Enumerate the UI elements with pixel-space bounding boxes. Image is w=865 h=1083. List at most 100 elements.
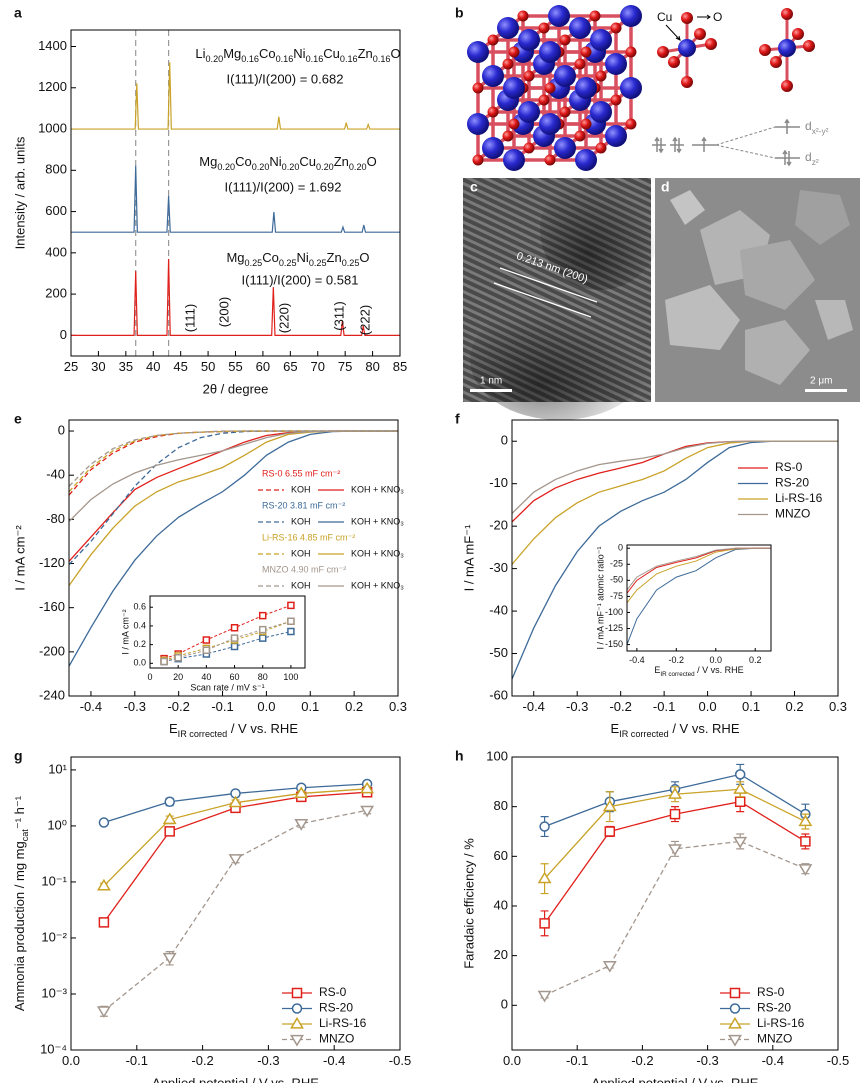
y-tick-label: 1000 xyxy=(38,120,67,135)
oxygen-atom xyxy=(487,34,499,46)
y-tick-label: -125 xyxy=(605,623,623,633)
cation-atom xyxy=(575,149,597,171)
data-point xyxy=(202,636,211,644)
y-axis-label: I / mA mF⁻¹ atomic ratio⁻¹ xyxy=(595,546,605,649)
formula-part: 0.25 xyxy=(309,258,327,268)
formula-part: Cu xyxy=(323,46,340,61)
x-tick-label: 85 xyxy=(393,359,407,374)
formula: Mg0.25Co0.25Ni0.25Zn0.25O xyxy=(226,250,369,268)
data-point xyxy=(294,786,309,799)
orbital-label-part: z² xyxy=(812,157,819,167)
legend-marker xyxy=(291,987,303,999)
oxygen-atom xyxy=(538,22,550,34)
cation-atom xyxy=(590,101,612,123)
y-axis-label: I / mA cm⁻² xyxy=(120,609,130,654)
oxygen-atom xyxy=(781,8,793,20)
plot-area xyxy=(71,30,400,356)
panel-label: f xyxy=(455,411,460,427)
y-tick-label: 100 xyxy=(486,748,508,763)
x-axis-label-part: / V vs. RHE xyxy=(227,721,298,736)
y-tick-label: -40 xyxy=(46,467,65,482)
data-point xyxy=(360,781,375,794)
series-layer xyxy=(512,440,838,680)
x-tick-label: 0.0 xyxy=(257,699,275,714)
cation-atom xyxy=(554,137,576,159)
legend-label: KOH + KNO₃ xyxy=(351,580,404,590)
x-axis-label: Scan rate / mV s⁻¹ xyxy=(190,682,264,692)
formula-part: 0.16 xyxy=(241,54,259,64)
orbital-label: dx²-y² xyxy=(805,119,829,136)
cation-atom xyxy=(518,101,540,123)
plot-area xyxy=(150,596,305,668)
legend-label: RS-20 xyxy=(775,476,809,490)
x-tick-label: 80 xyxy=(365,359,379,374)
data-line xyxy=(512,440,838,514)
atom-label: Cu xyxy=(657,10,672,24)
oxygen-atom xyxy=(580,118,592,130)
x-axis-label: EIR corrected / V vs. RHE xyxy=(611,721,740,739)
legend-label: KOH xyxy=(291,548,311,558)
data-point xyxy=(162,952,177,965)
formula-part: Mg xyxy=(226,250,244,265)
cation-atom xyxy=(620,5,642,27)
x-tick-label: -0.1 xyxy=(211,699,233,714)
octahedron xyxy=(657,12,717,88)
data-point xyxy=(287,601,295,610)
formula-part: O xyxy=(359,250,369,265)
y-tick-label: -150 xyxy=(605,639,623,649)
plot-area xyxy=(627,545,771,651)
x-axis-label-part: IR corrected xyxy=(660,671,695,678)
x-tick-label: 60 xyxy=(256,359,270,374)
chart: 0.0 -0.1 -0.2 -0.3 -0.4 -0.5 10⁻⁴ 10⁻³ 10⁻² 10⁻¹ 1… xyxy=(12,756,411,1083)
plot-frame xyxy=(68,419,399,697)
peak-label: (222) xyxy=(357,305,372,335)
crystal-lattice xyxy=(467,5,642,171)
oxygen-atom xyxy=(559,34,571,46)
oxygen-atom xyxy=(770,56,782,68)
oxygen-atom xyxy=(523,70,535,82)
oxygen-atom xyxy=(502,58,514,70)
oxygen-atom xyxy=(544,82,556,94)
data-point xyxy=(734,796,746,807)
data-point xyxy=(733,836,748,849)
formula-part: 0.20 xyxy=(217,162,235,172)
x-tick-label: -0.4 xyxy=(323,1053,345,1068)
x-tick-label: 0.1 xyxy=(742,699,760,714)
data-point xyxy=(96,1006,111,1018)
panel-label: g xyxy=(14,748,23,764)
oxygen-atom xyxy=(610,94,622,106)
x-tick-label: 75 xyxy=(338,359,352,374)
data-line xyxy=(71,62,400,130)
y-tick-label: 10⁻⁴ xyxy=(40,1041,67,1056)
cation-atom xyxy=(497,17,519,39)
formula-part: Li xyxy=(195,46,205,61)
y-tick-label: 400 xyxy=(45,244,67,259)
cation-atom xyxy=(569,17,591,39)
formula-part: 0.16 xyxy=(306,54,324,64)
x-tick-label: 0.3 xyxy=(389,699,407,714)
y-tick-label: 20 xyxy=(494,947,508,962)
chart: 25 30 35 40 45 50 55 60 65 70 75 80 85 0 200 400 600 800 1… xyxy=(12,29,407,396)
cation-atom xyxy=(678,39,696,57)
x-tick-label: 0.0 xyxy=(710,655,723,665)
y-tick-label: 80 xyxy=(494,798,508,813)
x-tick-label: -0.3 xyxy=(124,699,146,714)
formula-part: Co xyxy=(235,154,252,169)
y-axis-label: I / mA mF⁻¹ xyxy=(461,524,476,591)
y-tick-label: -60 xyxy=(489,687,508,702)
panel-label: d xyxy=(661,179,670,195)
cation-atom xyxy=(467,41,489,63)
x-tick-label: 60 xyxy=(230,672,240,682)
formula-part: Cu xyxy=(299,154,316,169)
legend-title: RS-0 6.55 mF cm⁻² xyxy=(262,468,340,478)
formula-part: Co xyxy=(262,250,279,265)
formula-part: Ni xyxy=(269,154,281,169)
legend-label: Li-RS-16 xyxy=(319,1016,367,1030)
orbital-label-part: d xyxy=(805,150,812,164)
oxygen-atom xyxy=(694,28,706,40)
panel-label: b xyxy=(455,5,464,21)
y-tick-label: 10¹ xyxy=(48,761,67,776)
formula-part: O xyxy=(367,154,377,169)
orbital-diagram xyxy=(652,14,800,167)
formula-part: 0.16 xyxy=(340,54,358,64)
